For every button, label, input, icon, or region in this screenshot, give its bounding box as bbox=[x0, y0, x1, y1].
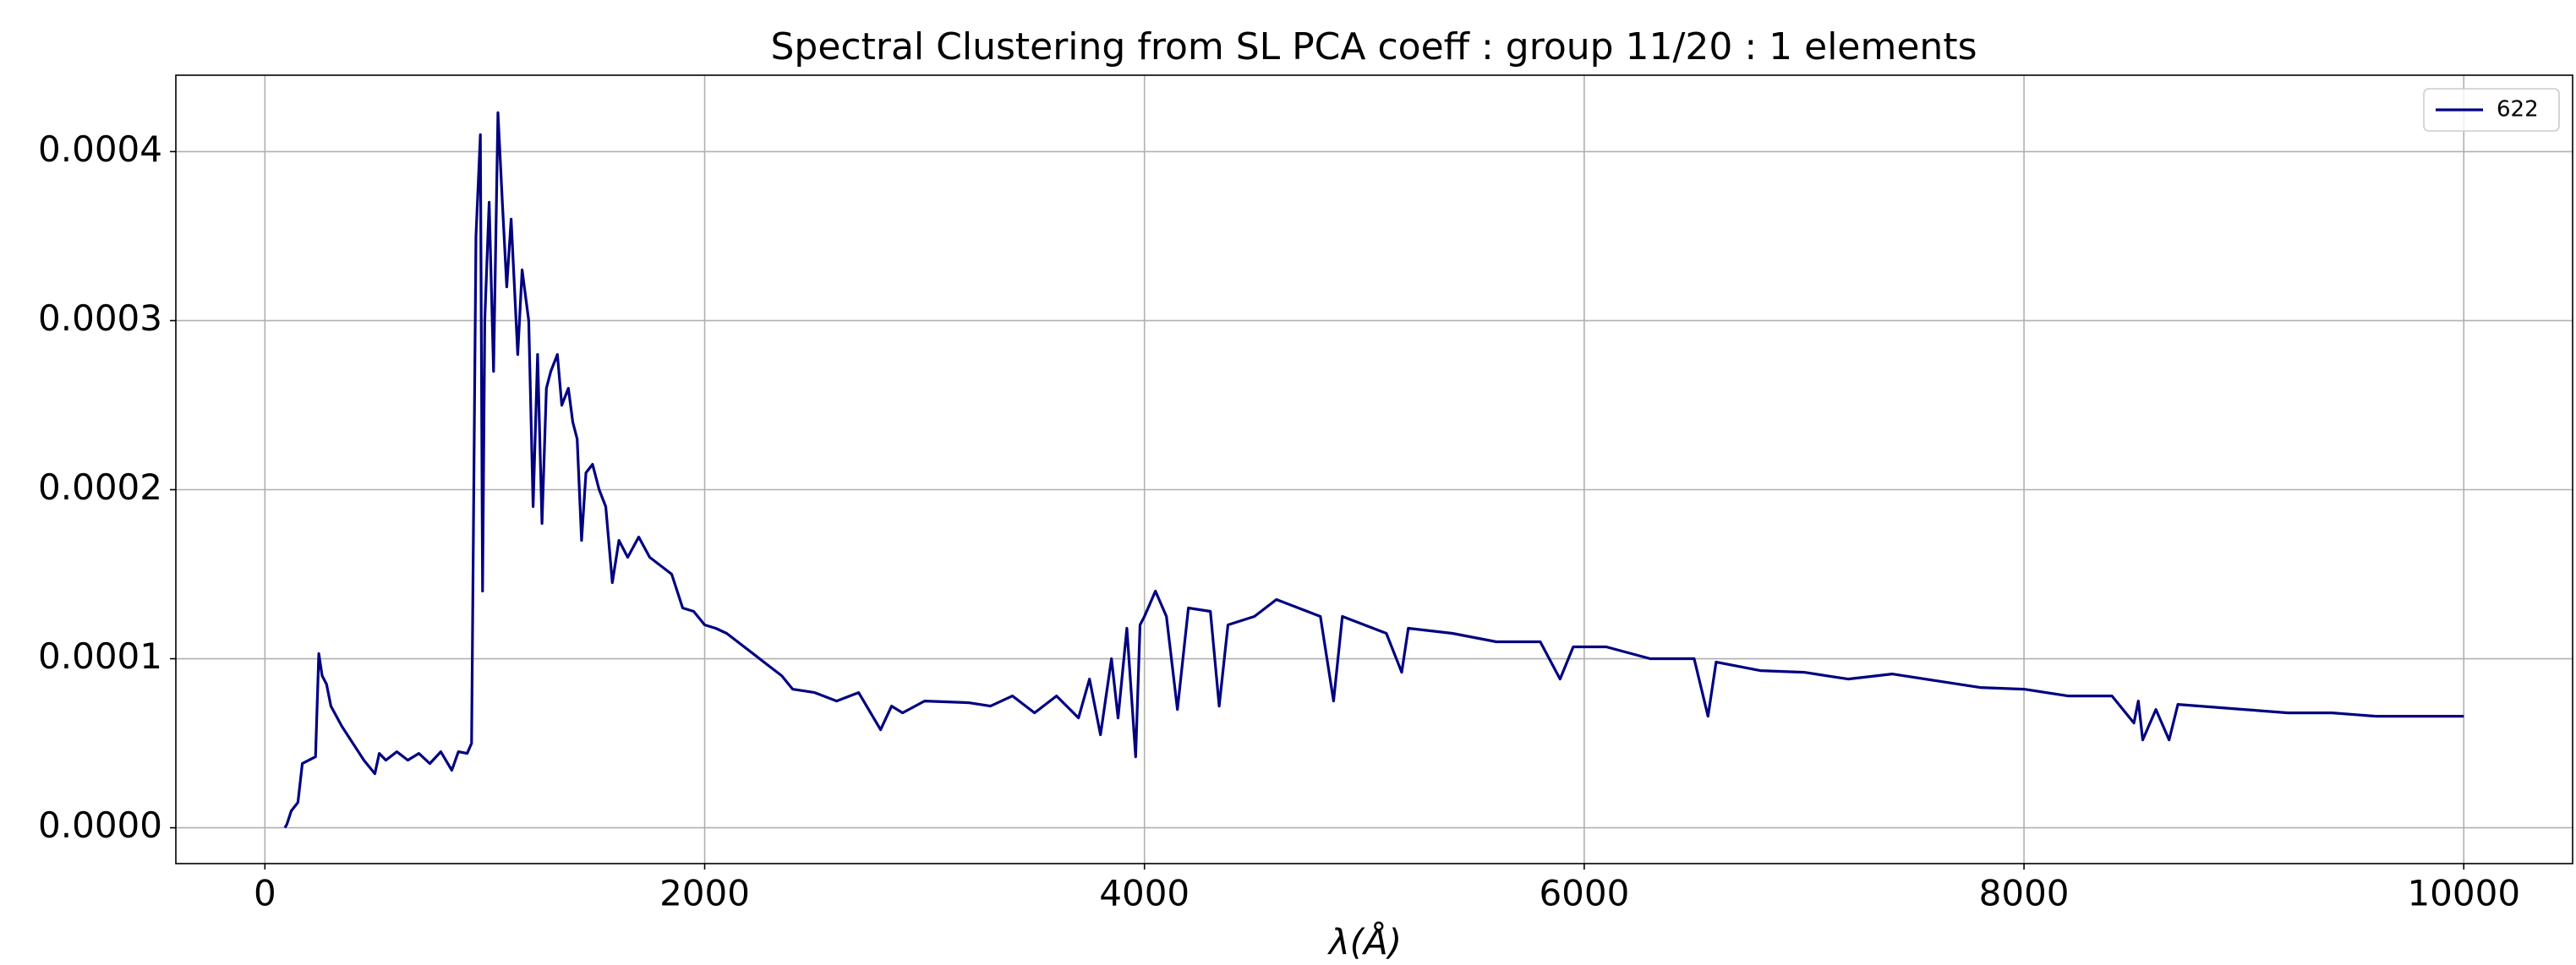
x-tick-label: 0 bbox=[254, 873, 276, 914]
x-axis-label: λ(Å) bbox=[1327, 921, 1402, 963]
x-tick-label: 4000 bbox=[1099, 873, 1190, 914]
x-tick-label: 10000 bbox=[2407, 873, 2520, 914]
y-tick-label: 0.0004 bbox=[38, 128, 162, 170]
x-tick-label: 8000 bbox=[1979, 873, 2070, 914]
chart-title: Spectral Clustering from SL PCA coeff : … bbox=[771, 25, 1977, 68]
legend-label: 622 bbox=[2497, 97, 2539, 123]
x-tick-label: 2000 bbox=[659, 873, 750, 914]
y-tick-label: 0.0002 bbox=[38, 466, 162, 508]
plot-frame bbox=[175, 74, 2573, 864]
y-tick-label: 0.0001 bbox=[38, 635, 162, 677]
legend-box bbox=[2423, 88, 2560, 132]
x-tick-label: 6000 bbox=[1539, 873, 1629, 914]
y-tick-label: 0.0003 bbox=[38, 297, 162, 339]
data-line bbox=[283, 111, 2464, 829]
y-tick-label: 0.0000 bbox=[38, 804, 162, 846]
